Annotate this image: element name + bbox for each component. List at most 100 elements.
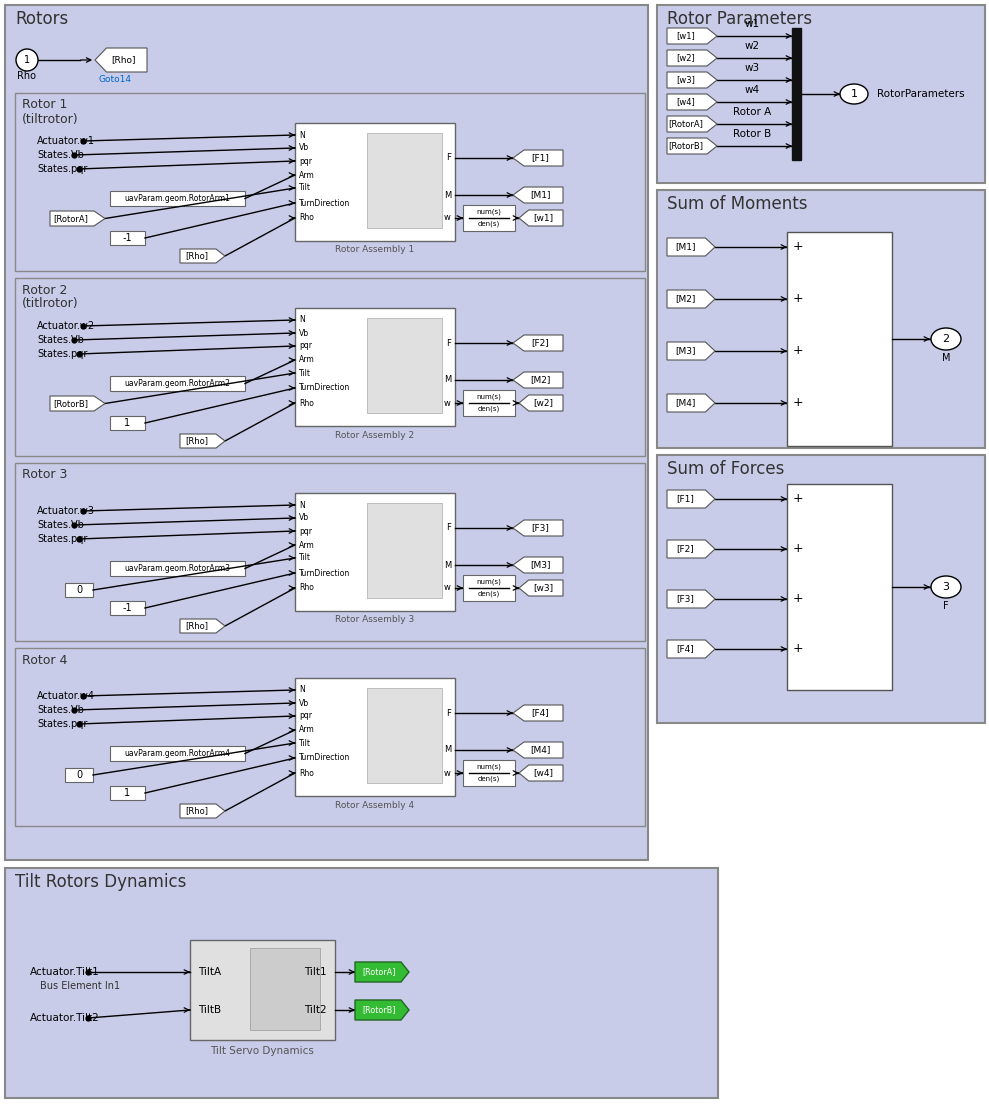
FancyBboxPatch shape <box>295 123 455 241</box>
FancyBboxPatch shape <box>15 463 645 641</box>
Text: [M2]: [M2] <box>530 376 551 385</box>
Text: [Rho]: [Rho] <box>186 622 209 630</box>
Text: w1: w1 <box>745 19 760 29</box>
Text: Rho: Rho <box>299 213 314 222</box>
FancyBboxPatch shape <box>110 376 245 392</box>
FancyBboxPatch shape <box>295 678 455 796</box>
Text: [F3]: [F3] <box>531 523 550 532</box>
FancyBboxPatch shape <box>463 205 515 231</box>
Text: M: M <box>444 376 451 385</box>
Polygon shape <box>513 335 563 351</box>
Text: [M4]: [M4] <box>530 745 551 754</box>
Text: TurnDirection: TurnDirection <box>299 198 350 208</box>
FancyBboxPatch shape <box>110 231 145 246</box>
Text: den(s): den(s) <box>478 775 500 782</box>
Text: Rho: Rho <box>299 584 314 593</box>
Text: TurnDirection: TurnDirection <box>299 384 350 393</box>
Text: Tilt Rotors Dynamics: Tilt Rotors Dynamics <box>15 873 186 891</box>
Text: Arm: Arm <box>299 170 315 179</box>
Text: States.Vb: States.Vb <box>37 150 84 160</box>
Text: [RotorA]: [RotorA] <box>669 119 703 128</box>
Text: Rotor Parameters: Rotor Parameters <box>667 10 812 28</box>
Text: Actuator.w2: Actuator.w2 <box>37 321 95 331</box>
Text: -1: -1 <box>123 233 133 243</box>
Text: pqr: pqr <box>299 526 312 535</box>
Ellipse shape <box>931 576 961 598</box>
Text: num(s): num(s) <box>477 209 501 216</box>
Text: Tilt: Tilt <box>299 553 311 563</box>
Polygon shape <box>513 372 563 388</box>
Text: Tilt Servo Dynamics: Tilt Servo Dynamics <box>211 1046 315 1056</box>
Text: [F4]: [F4] <box>532 709 549 718</box>
Text: F: F <box>446 709 451 718</box>
Text: Sum of Moments: Sum of Moments <box>667 195 807 213</box>
Polygon shape <box>519 580 563 596</box>
Text: Vb: Vb <box>299 513 310 522</box>
Text: Tilt1: Tilt1 <box>305 967 327 977</box>
Text: den(s): den(s) <box>478 591 500 597</box>
Text: +: + <box>793 643 804 656</box>
Text: [w2]: [w2] <box>676 53 695 63</box>
Text: [RotorA]: [RotorA] <box>362 968 396 977</box>
Text: Rotor 1: Rotor 1 <box>22 98 67 112</box>
Text: Bus Element In1: Bus Element In1 <box>40 981 120 991</box>
Text: Actuator.Tilt1: Actuator.Tilt1 <box>30 967 100 977</box>
FancyBboxPatch shape <box>295 307 455 426</box>
Text: Vb: Vb <box>299 699 310 708</box>
FancyBboxPatch shape <box>110 191 245 206</box>
Text: Tilt: Tilt <box>299 739 311 748</box>
Text: RotorParameters: RotorParameters <box>877 88 964 100</box>
Polygon shape <box>180 804 225 818</box>
Text: Actuator.Tilt2: Actuator.Tilt2 <box>30 1013 100 1023</box>
FancyBboxPatch shape <box>657 190 985 448</box>
FancyBboxPatch shape <box>5 868 718 1098</box>
Polygon shape <box>180 434 225 448</box>
Text: States.pqr: States.pqr <box>37 164 87 174</box>
Text: Rotors: Rotors <box>15 10 68 28</box>
Text: States.pqr: States.pqr <box>37 719 87 729</box>
Text: Actuator.w4: Actuator.w4 <box>37 691 95 701</box>
Text: [F1]: [F1] <box>676 494 694 503</box>
Text: pqr: pqr <box>299 711 312 720</box>
Polygon shape <box>667 138 717 154</box>
Polygon shape <box>513 150 563 166</box>
Text: [w3]: [w3] <box>676 75 695 84</box>
Polygon shape <box>95 48 147 72</box>
Polygon shape <box>667 94 717 109</box>
Text: Actuator.w1: Actuator.w1 <box>37 136 95 146</box>
Ellipse shape <box>931 328 961 349</box>
FancyBboxPatch shape <box>110 561 245 576</box>
Text: Rotor 3: Rotor 3 <box>22 469 67 481</box>
Text: pqr: pqr <box>299 342 312 351</box>
Text: Tilt: Tilt <box>299 368 311 377</box>
Text: num(s): num(s) <box>477 764 501 770</box>
Text: N: N <box>299 686 305 695</box>
FancyBboxPatch shape <box>367 133 442 228</box>
Ellipse shape <box>840 84 868 104</box>
Text: [RotorB]: [RotorB] <box>53 399 88 408</box>
Text: w: w <box>444 398 451 407</box>
Text: 3: 3 <box>943 582 949 592</box>
Text: [w2]: [w2] <box>533 398 553 407</box>
Text: [M2]: [M2] <box>675 294 695 303</box>
FancyBboxPatch shape <box>463 390 515 416</box>
Text: TurnDirection: TurnDirection <box>299 568 350 577</box>
FancyBboxPatch shape <box>367 319 442 413</box>
FancyBboxPatch shape <box>367 503 442 598</box>
Text: Tilt: Tilt <box>299 184 311 192</box>
FancyBboxPatch shape <box>110 747 245 761</box>
Text: Actuator.w3: Actuator.w3 <box>37 507 95 517</box>
Text: M: M <box>444 745 451 754</box>
Text: [w3]: [w3] <box>533 584 553 593</box>
Text: Rotor Assembly 2: Rotor Assembly 2 <box>335 430 414 439</box>
Text: M: M <box>444 190 451 199</box>
Polygon shape <box>50 396 105 411</box>
Text: M: M <box>444 561 451 570</box>
Text: [F2]: [F2] <box>676 544 694 553</box>
Text: F: F <box>446 154 451 163</box>
Polygon shape <box>667 72 717 88</box>
Text: Rotor 4: Rotor 4 <box>22 654 67 667</box>
FancyBboxPatch shape <box>787 232 892 446</box>
Text: den(s): den(s) <box>478 221 500 227</box>
Text: F: F <box>446 523 451 532</box>
